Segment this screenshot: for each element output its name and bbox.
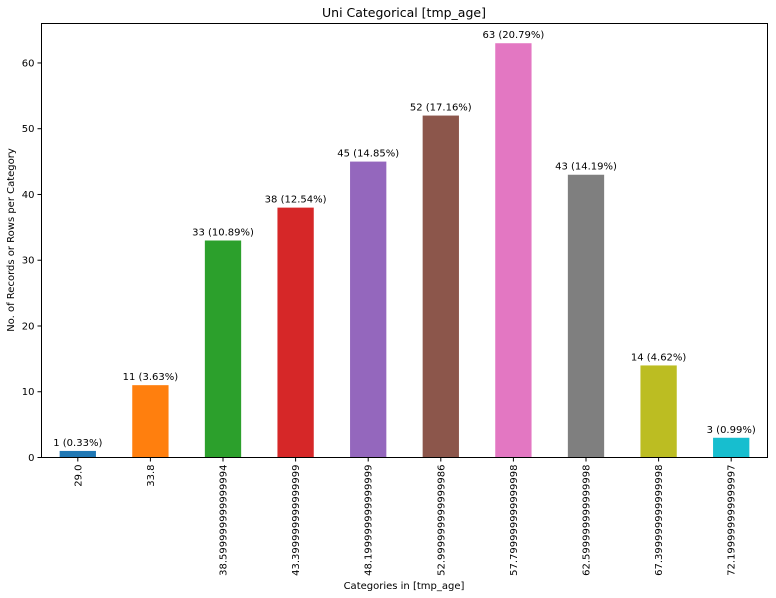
bar-value-label: 43 (14.19%) bbox=[555, 162, 617, 173]
y-axis: 0 10 20 30 40 50 60 bbox=[22, 58, 42, 464]
x-tick-label: 38.599999999999994 bbox=[219, 465, 230, 576]
x-tick-label: 29.0 bbox=[73, 465, 84, 487]
y-tick-label: 50 bbox=[22, 124, 35, 135]
bar bbox=[204, 240, 242, 458]
x-tick-label: 48.199999999999999 bbox=[364, 465, 375, 576]
bar bbox=[350, 161, 387, 458]
bar-value-labels: 1 (0.33%) 11 (3.63%) 33 (10.89%) 38 (12.54%… bbox=[53, 30, 756, 449]
y-tick-label: 20 bbox=[22, 321, 35, 332]
bar bbox=[713, 437, 750, 458]
bar bbox=[277, 207, 314, 458]
bar-value-label: 52 (17.16%) bbox=[410, 103, 472, 114]
chart-title: Uni Categorical [tmp_age] bbox=[322, 5, 486, 20]
bar-value-label: 38 (12.54%) bbox=[265, 195, 327, 206]
y-tick-label: 60 bbox=[22, 58, 35, 69]
y-tick-label: 10 bbox=[22, 387, 35, 398]
bar bbox=[422, 115, 459, 458]
x-tick-label: 43.399999999999999 bbox=[291, 465, 302, 576]
bar-value-label: 3 (0.99%) bbox=[707, 425, 756, 436]
bar bbox=[132, 385, 169, 458]
bar-value-label: 11 (3.63%) bbox=[123, 372, 179, 383]
x-axis-label: Categories in [tmp_age] bbox=[344, 581, 465, 592]
y-tick-label: 40 bbox=[22, 190, 35, 201]
x-tick-label: 62.599999999999998 bbox=[582, 465, 593, 576]
x-tick-label: 57.799999999999998 bbox=[509, 465, 520, 576]
x-tick-label: 52.999999999999986 bbox=[436, 465, 447, 576]
y-tick-label: 0 bbox=[28, 453, 34, 464]
axes-frame bbox=[41, 23, 768, 458]
x-tick-label: 33.8 bbox=[146, 465, 157, 487]
bar-value-label: 45 (14.85%) bbox=[337, 149, 399, 160]
y-tick-label: 30 bbox=[22, 256, 35, 267]
bar bbox=[59, 450, 96, 458]
x-tick-label: 72.199999999999997 bbox=[727, 465, 738, 576]
bars-group bbox=[59, 43, 750, 458]
x-axis: 29.0 33.8 38.599999999999994 43.39999999999… bbox=[73, 457, 738, 576]
bar bbox=[495, 43, 532, 458]
bar-value-label: 33 (10.89%) bbox=[192, 228, 254, 239]
y-axis-label: No. of Records or Rows per Category bbox=[6, 148, 17, 332]
bar-value-label: 14 (4.62%) bbox=[631, 352, 687, 363]
bar-value-label: 1 (0.33%) bbox=[53, 438, 102, 449]
x-tick-label: 67.399999999999998 bbox=[654, 465, 665, 576]
bar bbox=[640, 365, 677, 458]
bar-value-label: 63 (20.79%) bbox=[482, 30, 544, 41]
bar bbox=[567, 174, 605, 458]
